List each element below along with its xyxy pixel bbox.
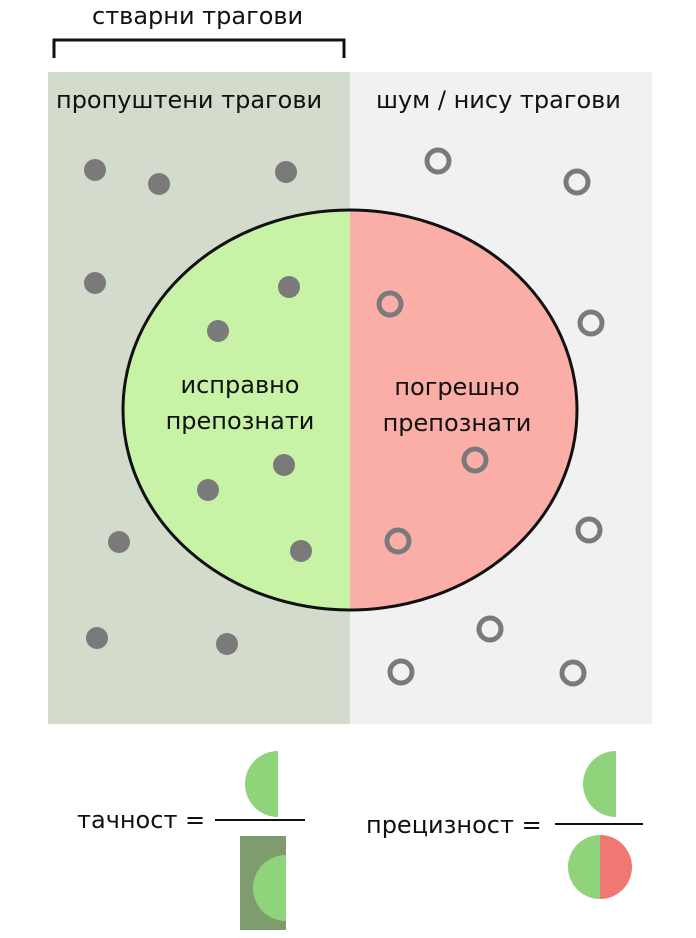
noise-ring [577, 309, 605, 337]
true-trace-dot [290, 540, 312, 562]
true-trace-dot [216, 633, 238, 655]
incorrectly-detected-half [350, 210, 577, 610]
noise-rings [376, 147, 605, 687]
precision-label: прецизност = [366, 811, 542, 839]
detection-ellipse [121, 208, 579, 612]
noise-ring [376, 290, 404, 318]
correct-label-line1: исправно [180, 371, 300, 399]
true-trace-dot [275, 161, 297, 183]
incorrect-label-line1: погрешно [394, 373, 520, 401]
noise-ring [575, 516, 603, 544]
correct-label-line2: препознати [165, 407, 315, 435]
true-trace-dots [84, 159, 312, 655]
noise-ring [559, 659, 587, 687]
recall-denominator-half [253, 855, 286, 921]
noise-ring [476, 615, 504, 643]
true-trace-dot [207, 320, 229, 342]
bracket [52, 38, 346, 58]
true-trace-dot [273, 454, 295, 476]
noise-ring [424, 147, 452, 175]
true-trace-dot [84, 159, 106, 181]
precision-numerator-half [583, 751, 616, 817]
true-trace-dot [108, 531, 130, 553]
noise-ring [384, 527, 412, 555]
noise-title: шум / нису трагови [376, 86, 621, 114]
precision-denominator-red [600, 835, 632, 899]
true-trace-dot [197, 479, 219, 501]
incorrect-label-line2: препознати [382, 409, 532, 437]
true-trace-dot [84, 272, 106, 294]
correctly-detected-half [123, 210, 350, 610]
noise-ring [387, 658, 415, 686]
actual-traces-label: стварни трагови [92, 2, 304, 30]
true-trace-dot [86, 627, 108, 649]
missed-traces-title: пропуштени трагови [56, 86, 323, 114]
noise-ring [563, 168, 591, 196]
true-trace-dot [148, 173, 170, 195]
recall-numerator-half [245, 751, 278, 817]
recall-label: тачност = [77, 806, 206, 834]
noise-ring [461, 446, 489, 474]
precision-denominator-green [568, 835, 600, 899]
true-trace-dot [278, 276, 300, 298]
